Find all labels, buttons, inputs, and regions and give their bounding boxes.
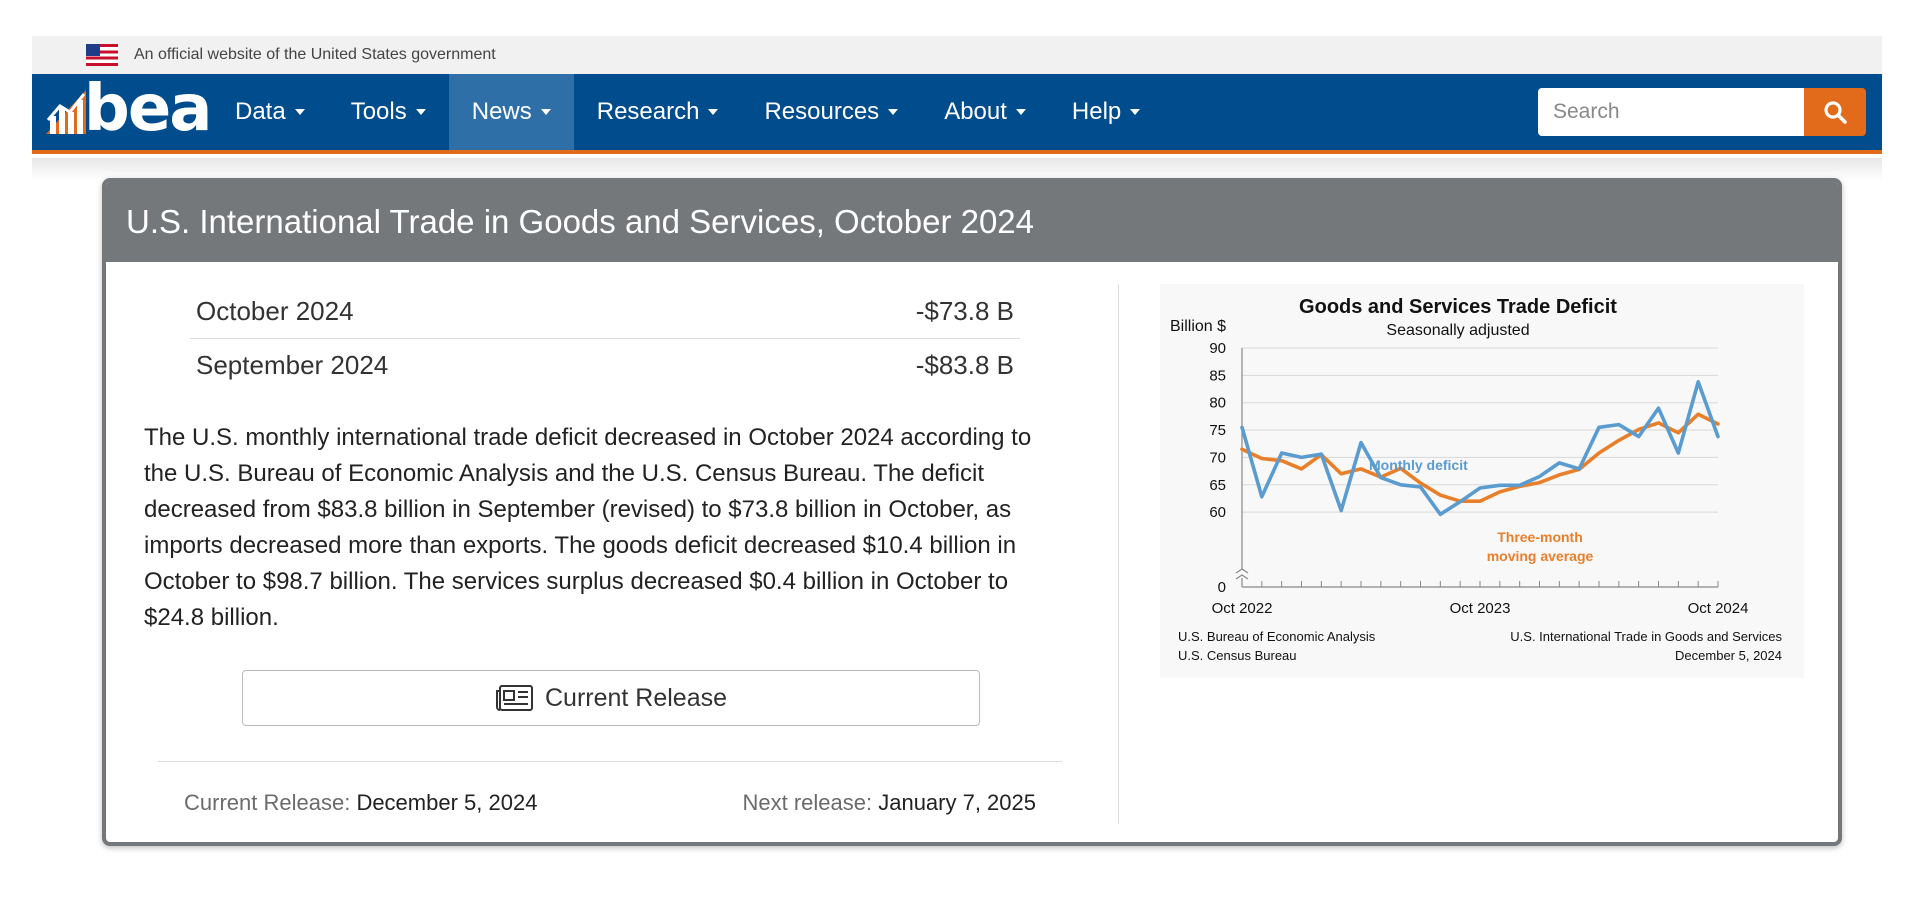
next-release-info: Next release: January 7, 2025 bbox=[742, 790, 1036, 816]
divider bbox=[158, 761, 1062, 762]
nav-item-data[interactable]: Data bbox=[212, 74, 328, 150]
chart-y-tick-label: 75 bbox=[1209, 422, 1226, 439]
chart-y-tick-label: 60 bbox=[1209, 504, 1226, 521]
stat-period: October 2024 bbox=[196, 295, 354, 326]
caret-down-icon bbox=[540, 109, 551, 115]
main-navbar: bea Data Tools News Research Resources A… bbox=[32, 72, 1882, 154]
current-release-label: Current Release bbox=[544, 683, 728, 712]
nav-item-label: News bbox=[471, 98, 532, 125]
next-release-label: Next release: bbox=[742, 790, 873, 815]
nav-item-about[interactable]: About bbox=[921, 74, 1049, 150]
chart-y-tick-label: 65 bbox=[1209, 477, 1226, 494]
stat-value: -$73.8 B bbox=[915, 295, 1014, 326]
search-icon bbox=[1824, 101, 1847, 124]
nav-shadow bbox=[32, 158, 1882, 180]
bea-logo[interactable]: bea bbox=[32, 72, 212, 150]
gov-banner: An official website of the United States… bbox=[32, 36, 1882, 74]
page-frame: An official website of the United States… bbox=[32, 36, 1882, 915]
caret-down-icon bbox=[1015, 109, 1026, 115]
nav-item-label: Help bbox=[1071, 98, 1122, 125]
search-box bbox=[1538, 88, 1866, 136]
nav-menu: Data Tools News Research Resources About… bbox=[212, 74, 1163, 150]
chart-y-tick-label: 85 bbox=[1209, 367, 1226, 384]
nav-item-tools[interactable]: Tools bbox=[328, 74, 449, 150]
us-flag-icon bbox=[86, 44, 118, 66]
chart-y-tick-label: 90 bbox=[1209, 340, 1226, 357]
moving-average-label-2: moving average bbox=[1487, 548, 1594, 564]
stat-row: October 2024 -$73.8 B bbox=[190, 284, 1020, 338]
next-release-date: January 7, 2025 bbox=[878, 790, 1036, 815]
chart-y-tick-label: 70 bbox=[1209, 449, 1226, 466]
chart-y-label: Billion $ bbox=[1170, 318, 1226, 335]
logo-mark-icon bbox=[46, 90, 86, 134]
chart-x-tick-label: Oct 2022 bbox=[1212, 600, 1273, 617]
moving-average-label-1: Three-month bbox=[1497, 529, 1583, 545]
logo-text: bea bbox=[84, 72, 212, 146]
stat-period: September 2024 bbox=[196, 350, 389, 380]
current-release-button[interactable]: Current Release bbox=[242, 670, 980, 726]
monthly-deficit-line bbox=[1240, 380, 1720, 517]
nav-item-resources[interactable]: Resources bbox=[741, 74, 921, 150]
caret-down-icon bbox=[415, 109, 426, 115]
chart-source-right-2: December 5, 2024 bbox=[1675, 648, 1782, 663]
chart-source-right-1: U.S. International Trade in Goods and Se… bbox=[1510, 629, 1782, 644]
chart-x-tick-label: Oct 2023 bbox=[1450, 600, 1511, 617]
release-dates: Current Release: December 5, 2024 Next r… bbox=[184, 790, 1036, 816]
nav-item-label: Research bbox=[596, 98, 700, 125]
chart-y-tick-label: 80 bbox=[1209, 395, 1226, 412]
chart-source-left-2: U.S. Census Bureau bbox=[1178, 648, 1297, 663]
search-input[interactable] bbox=[1538, 88, 1804, 136]
nav-item-label: Resources bbox=[764, 98, 880, 125]
chart-x-tick-label: Oct 2024 bbox=[1688, 600, 1749, 617]
search-button[interactable] bbox=[1804, 88, 1866, 136]
chart-title: Goods and Services Trade Deficit bbox=[1299, 296, 1617, 318]
stat-value: -$83.8 B bbox=[915, 350, 1014, 380]
nav-item-help[interactable]: Help bbox=[1049, 74, 1163, 150]
caret-down-icon bbox=[294, 109, 305, 115]
nav-item-label: Data bbox=[235, 98, 286, 125]
gov-banner-text: An official website of the United States… bbox=[134, 46, 496, 63]
chart-subtitle: Seasonally adjusted bbox=[1386, 322, 1529, 339]
caret-down-icon bbox=[1130, 109, 1141, 115]
newspaper-icon bbox=[495, 685, 533, 711]
stats-table: October 2024 -$73.8 B September 2024 -$8… bbox=[190, 284, 1020, 392]
caret-down-icon bbox=[708, 109, 719, 115]
column-divider bbox=[1118, 284, 1119, 824]
chart-y-tick-label: 0 bbox=[1218, 579, 1226, 596]
stat-row: September 2024 -$83.8 B bbox=[190, 338, 1020, 392]
nav-item-label: Tools bbox=[350, 98, 407, 125]
current-release-date-label: Current Release: bbox=[184, 790, 351, 815]
release-card: U.S. International Trade in Goods and Se… bbox=[102, 178, 1842, 846]
card-body: October 2024 -$73.8 B September 2024 -$8… bbox=[106, 262, 1838, 842]
nav-item-label: About bbox=[944, 98, 1007, 125]
current-release-date: December 5, 2024 bbox=[356, 790, 538, 815]
release-summary-text: The U.S. monthly international trade def… bbox=[144, 424, 1032, 631]
release-summary-column: October 2024 -$73.8 B September 2024 -$8… bbox=[106, 262, 1106, 842]
card-title: U.S. International Trade in Goods and Se… bbox=[106, 182, 1838, 262]
current-release-info: Current Release: December 5, 2024 bbox=[184, 790, 537, 816]
chart-source-left-1: U.S. Bureau of Economic Analysis bbox=[1178, 629, 1376, 644]
monthly-deficit-label: Monthly deficit bbox=[1369, 457, 1468, 473]
nav-item-research[interactable]: Research bbox=[574, 74, 742, 150]
trade-deficit-chart: 0 60 65 70 75 80 85 90 Oct 2022 Oct 2023 Oct 2024 … bbox=[1160, 284, 1804, 678]
caret-down-icon bbox=[888, 109, 899, 115]
nav-item-news[interactable]: News bbox=[448, 74, 574, 150]
axis-break-icon bbox=[1235, 568, 1249, 580]
